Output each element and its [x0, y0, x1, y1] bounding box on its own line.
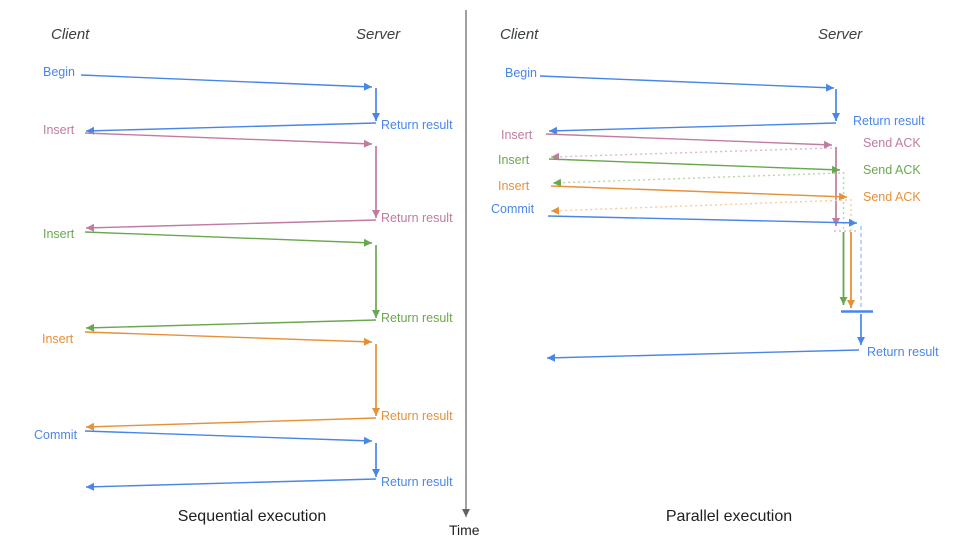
- par-insert1-ack-line: [550, 147, 833, 161]
- par-begin-response-line: [548, 122, 837, 135]
- seq-begin-response-label: Return result: [381, 118, 453, 132]
- par-commit-response-label: Return result: [867, 345, 939, 359]
- par-insert3-label: Insert: [498, 179, 530, 193]
- seq-op-begin: Begin Return result: [43, 65, 453, 135]
- time-axis: Time: [449, 10, 480, 538]
- seq-commit-response-line: [85, 478, 377, 491]
- seq-begin-label: Begin: [43, 65, 75, 79]
- par-op-commit: Commit Return result: [491, 202, 939, 362]
- seq-insert3-request-line: [84, 331, 373, 346]
- par-begin-request-line: [539, 75, 835, 92]
- par-insert2-request-line: [548, 158, 841, 174]
- par-op-insert-3: Insert Send ACK: [498, 179, 921, 308]
- par-op-insert-2: Insert Send ACK: [498, 153, 921, 305]
- seq-insert3-response-label: Return result: [381, 409, 453, 423]
- seq-insert3-label: Insert: [42, 332, 74, 346]
- par-insert2-ack-line: [552, 172, 841, 187]
- par-commit-label: Commit: [491, 202, 535, 216]
- seq-begin-request-line: [80, 74, 373, 91]
- par-insert2-ack-label: Send ACK: [863, 163, 921, 177]
- seq-insert2-label: Insert: [43, 227, 75, 241]
- sequential-title: Sequential execution: [178, 508, 327, 525]
- seq-op-insert-2: Insert Return result: [43, 227, 453, 332]
- seq-insert1-request-line: [84, 132, 373, 148]
- seq-insert2-response-line: [85, 319, 377, 332]
- par-insert3-ack-line: [550, 199, 848, 215]
- par-client-header: Client: [500, 26, 539, 43]
- seq-insert2-response-label: Return result: [381, 311, 453, 325]
- par-commit-request-line: [547, 215, 858, 227]
- time-axis-label: Time: [449, 522, 480, 538]
- par-insert3-ack-label: Send ACK: [863, 190, 921, 204]
- parallel-diagram: Client Server Begin Return result Insert…: [491, 26, 939, 525]
- par-op-insert-1: Insert Send ACK: [501, 128, 921, 232]
- seq-insert2-request-line: [84, 231, 373, 247]
- par-insert1-request-line: [545, 133, 833, 149]
- seq-commit-label: Commit: [34, 428, 78, 442]
- seq-commit-response-label: Return result: [381, 475, 453, 489]
- seq-server-header: Server: [356, 26, 401, 43]
- par-begin-label: Begin: [505, 66, 537, 80]
- par-commit-response-line: [546, 349, 860, 362]
- seq-op-commit: Commit Return result: [34, 428, 453, 491]
- par-op-begin: Begin Return result: [505, 66, 925, 135]
- seq-insert1-response-line: [85, 219, 377, 232]
- seq-op-insert-1: Insert Return result: [43, 123, 453, 232]
- par-server-header: Server: [818, 26, 863, 43]
- par-begin-response-label: Return result: [853, 114, 925, 128]
- seq-commit-request-line: [84, 430, 373, 445]
- seq-begin-response-line: [85, 122, 377, 135]
- seq-op-insert-3: Insert Return result: [42, 331, 453, 431]
- seq-insert3-response-line: [85, 417, 377, 431]
- par-insert3-request-line: [550, 185, 848, 201]
- seq-insert1-response-label: Return result: [381, 211, 453, 225]
- seq-client-header: Client: [51, 26, 90, 43]
- par-insert1-ack-label: Send ACK: [863, 136, 921, 150]
- parallel-title: Parallel execution: [666, 508, 792, 525]
- par-insert1-label: Insert: [501, 128, 533, 142]
- sequential-diagram: Client Server Begin Return result Insert…: [34, 26, 453, 525]
- seq-insert1-label: Insert: [43, 123, 75, 137]
- par-insert2-label: Insert: [498, 153, 530, 167]
